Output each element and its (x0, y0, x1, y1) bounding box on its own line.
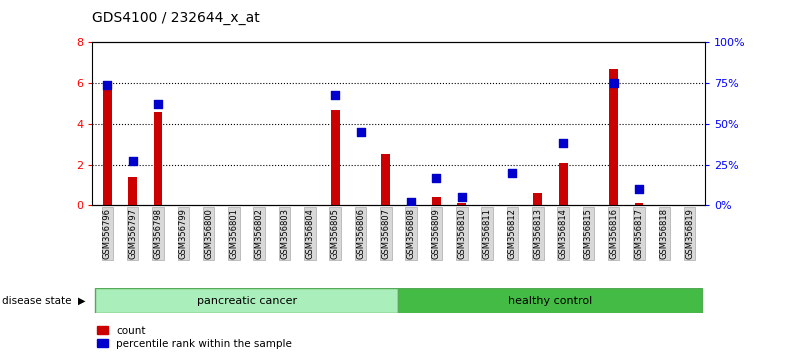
Bar (154, 112, 163, 205)
Point (101, 82, 114, 88)
Bar (610, 69, 618, 205)
Bar (103, 83, 111, 205)
Point (354, 129, 367, 135)
Bar (558, 162, 568, 205)
Point (328, 92, 341, 97)
Text: healthy control: healthy control (509, 296, 593, 306)
Bar (634, 203, 643, 205)
Point (557, 141, 570, 146)
Bar (432, 197, 441, 205)
Text: disease state: disease state (2, 296, 71, 306)
Bar (533, 193, 542, 205)
Legend: count, percentile rank within the sample: count, percentile rank within the sample (98, 326, 292, 349)
Bar (381, 154, 390, 205)
Bar (457, 203, 466, 205)
Bar (398, 288, 702, 313)
Bar (331, 110, 340, 205)
Bar (95, 288, 398, 313)
Point (151, 102, 164, 107)
Point (456, 194, 469, 200)
Point (633, 186, 646, 192)
Text: pancreatic cancer: pancreatic cancer (196, 296, 296, 306)
Bar (128, 177, 137, 205)
Point (506, 170, 519, 176)
Point (127, 159, 139, 164)
Point (607, 80, 620, 86)
Text: GDS4100 / 232644_x_at: GDS4100 / 232644_x_at (92, 11, 260, 25)
Point (430, 175, 443, 181)
Point (405, 199, 417, 205)
Text: ▶: ▶ (78, 296, 86, 306)
